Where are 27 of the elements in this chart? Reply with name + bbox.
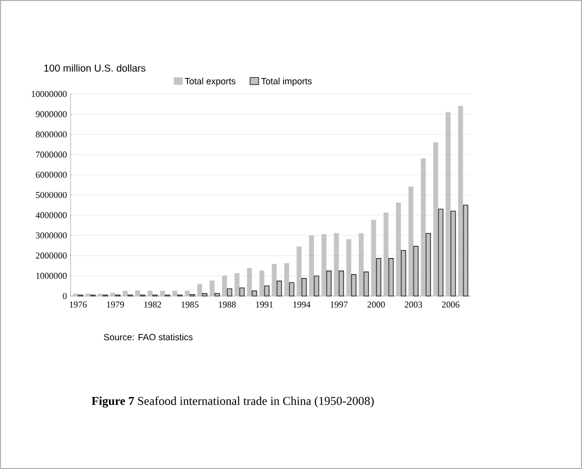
x-tick-label: 2003 bbox=[404, 302, 422, 308]
y-tick-label: 10000000 bbox=[32, 90, 67, 98]
x-tick-label: 2000 bbox=[368, 302, 385, 308]
y-tick-label: 7000000 bbox=[36, 152, 67, 158]
y-tick-label: 1000000 bbox=[36, 272, 67, 279]
y-axis-title: 100 million U.S. dollars bbox=[44, 64, 146, 72]
x-tick-label: 1994 bbox=[293, 302, 310, 308]
y-tick-label: 3000000 bbox=[36, 232, 67, 238]
y-tick-label: 0 bbox=[62, 292, 67, 300]
text: Figure 7 Seafood international trade in China (1950-2008) bbox=[92, 396, 374, 408]
x-tick-label: 1997 bbox=[330, 302, 348, 308]
y-tick-label: 9000000 bbox=[36, 111, 67, 118]
x-tick-label: 2006 bbox=[442, 302, 460, 308]
y-tick-label: 5000000 bbox=[36, 192, 67, 198]
y-tick-label: 8000000 bbox=[36, 131, 67, 138]
legend-label: Total exports bbox=[184, 78, 236, 86]
x-tick-label: 1976 bbox=[70, 302, 87, 308]
x-tick-label: 1988 bbox=[218, 302, 236, 308]
source-note: Source: FAO statistics bbox=[104, 334, 193, 340]
x-tick-label: 1985 bbox=[182, 302, 198, 308]
y-tick-label: 2000000 bbox=[36, 252, 67, 259]
legend-label: Total imports bbox=[261, 78, 312, 86]
x-tick-label: 1982 bbox=[144, 302, 162, 308]
y-tick-label: 4000000 bbox=[36, 212, 67, 218]
x-tick-label: 1991 bbox=[256, 302, 273, 308]
x-tick-label: 1979 bbox=[107, 302, 124, 308]
y-tick-label: 6000000 bbox=[36, 172, 67, 178]
